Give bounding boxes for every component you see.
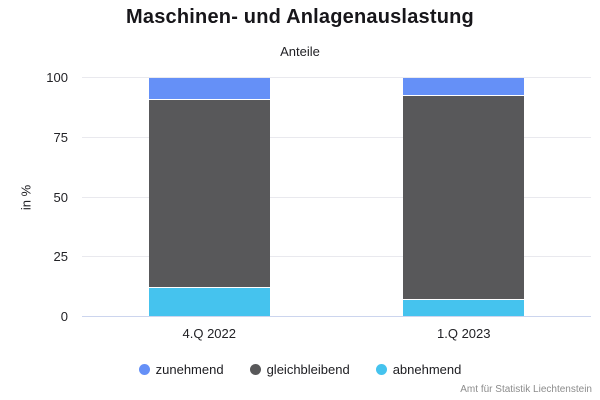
legend-marker-icon xyxy=(375,364,387,375)
y-axis-ticks: 0 25 50 75 100 xyxy=(0,70,68,324)
y-tick-label-0: 0 xyxy=(60,309,68,324)
bar-segment-gleichbleibend xyxy=(148,99,270,288)
legend-label: gleichbleibend xyxy=(266,362,350,377)
bar-segment-gleichbleibend xyxy=(403,94,525,300)
y-tick-label-75: 75 xyxy=(53,129,68,145)
legend-item-zunehmend: zunehmend xyxy=(138,362,224,377)
gridline-50 xyxy=(82,196,591,198)
chart-subtitle: Anteile xyxy=(280,44,320,59)
legend-marker-icon xyxy=(249,364,261,375)
bar-1.q-2023 xyxy=(403,78,525,316)
x-tick-label-4.q-2022: 4.Q 2022 xyxy=(182,326,237,341)
legend-item-abnehmend: abnehmend xyxy=(375,362,462,377)
bar-4.q-2022 xyxy=(148,78,270,316)
y-tick-label-100: 100 xyxy=(46,70,68,85)
gridline-0 xyxy=(82,316,591,317)
legend-item-gleichbleibend: gleichbleibend xyxy=(249,362,350,377)
x-axis-labels: 4.Q 2022 1.Q 2023 xyxy=(82,326,591,344)
bar-segment-zunehmend xyxy=(403,78,525,95)
plot-area xyxy=(82,77,591,317)
gridline-100 xyxy=(82,77,591,78)
legend-marker-icon xyxy=(138,364,150,375)
bar-segment-zunehmend xyxy=(148,78,270,100)
bar-segment-abnehmend xyxy=(403,299,525,316)
gridline-75 xyxy=(82,136,591,138)
source-note: Amt für Statistik Liechtenstein xyxy=(460,384,592,395)
y-tick-label-50: 50 xyxy=(53,189,68,205)
legend-label: abnehmend xyxy=(392,362,462,377)
legend: zunehmend gleichbleibend abnehmend xyxy=(0,362,600,377)
x-tick-label-1.q-2023: 1.Q 2023 xyxy=(437,326,491,341)
y-tick-label-25: 25 xyxy=(53,249,68,265)
bar-segment-abnehmend xyxy=(148,287,270,316)
legend-label: zunehmend xyxy=(155,362,224,377)
chart-title: Maschinen- und Anlagenauslastung xyxy=(126,6,474,28)
gridline-25 xyxy=(82,256,591,258)
